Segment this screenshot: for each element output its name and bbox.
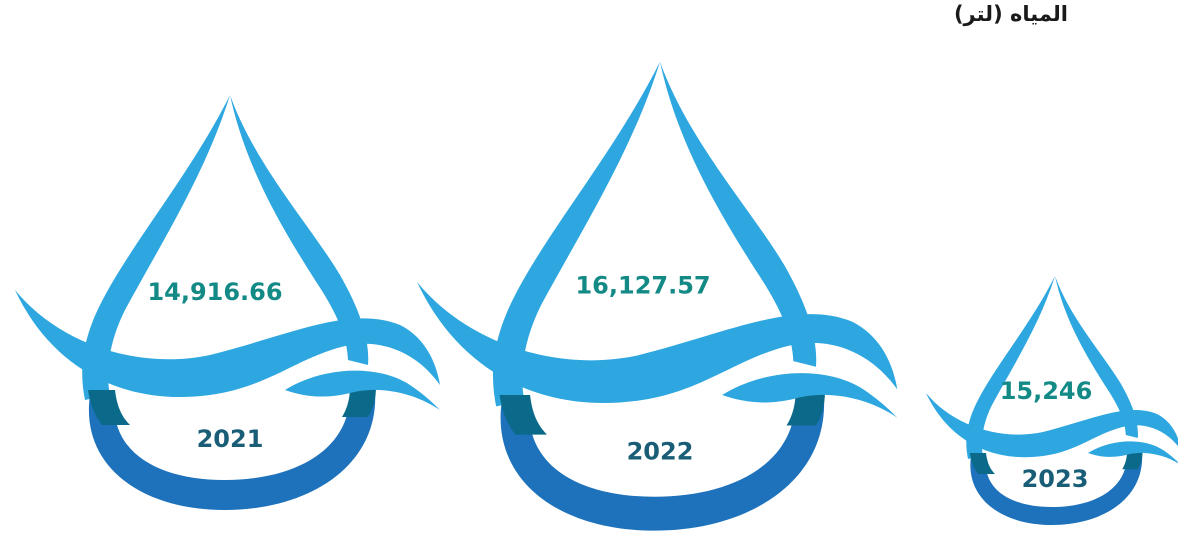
band-shadow-right [342,387,376,417]
drop-arm-left [966,276,1055,459]
drop-arm-right [230,95,369,365]
year-label-2022: 2022 [627,437,694,465]
drop-2023: 15,246 2023 [925,276,1178,525]
drop-arm-right [660,61,817,367]
band-shadow-right [786,391,825,426]
wave-swoosh [15,290,440,398]
drop-arm-right [1055,276,1138,438]
drop-bowl [88,390,376,510]
drop-arm-left [493,61,660,407]
band-shadow-left [499,395,547,435]
drop-bowl [500,395,825,531]
chart-title: المياه (لتر) [953,2,1068,26]
drop-arm-left [82,95,230,400]
drop-2022: 16,127.57 2022 [417,61,898,531]
wave-curl [1088,441,1178,464]
year-label-2023: 2023 [1022,465,1089,493]
value-label-2022: 16,127.57 [575,271,710,299]
band-shadow-right [1122,451,1143,470]
wave-curl [285,370,440,410]
year-label-2021: 2021 [197,425,264,453]
drop-2021: 14,916.66 2021 [15,95,440,510]
band-shadow-left [88,390,130,425]
wave-curl [722,373,898,418]
value-label-2023: 15,246 [1000,377,1093,405]
value-label-2021: 14,916.66 [147,278,282,306]
wave-swoosh [417,282,898,403]
band-shadow-left [969,453,995,474]
wave-swoosh [925,392,1178,458]
drop-bowl [970,453,1143,525]
